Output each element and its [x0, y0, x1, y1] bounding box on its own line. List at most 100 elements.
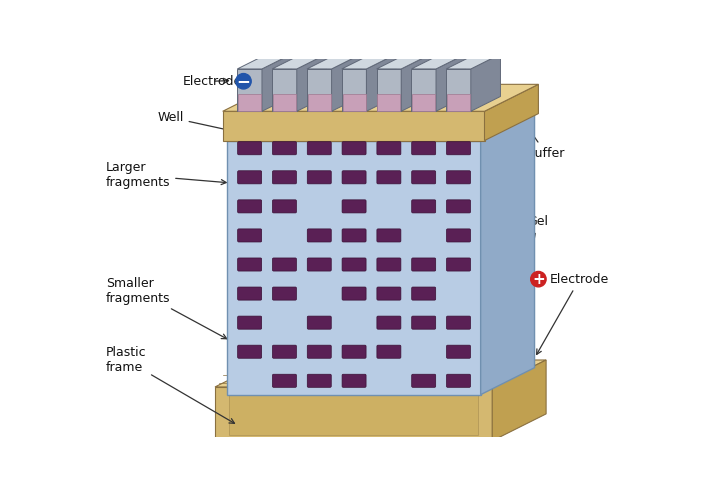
Polygon shape	[238, 94, 261, 110]
Polygon shape	[471, 54, 500, 111]
FancyBboxPatch shape	[272, 287, 297, 300]
FancyBboxPatch shape	[238, 345, 261, 358]
FancyBboxPatch shape	[377, 316, 401, 329]
FancyBboxPatch shape	[377, 258, 401, 271]
FancyBboxPatch shape	[342, 258, 366, 271]
FancyBboxPatch shape	[377, 142, 401, 155]
Polygon shape	[377, 69, 401, 111]
Text: +: +	[532, 272, 545, 287]
Polygon shape	[485, 84, 539, 140]
Polygon shape	[377, 54, 431, 69]
FancyBboxPatch shape	[272, 374, 297, 387]
Polygon shape	[446, 54, 500, 69]
FancyBboxPatch shape	[446, 316, 470, 329]
Polygon shape	[436, 54, 466, 111]
FancyBboxPatch shape	[238, 287, 261, 300]
Text: Electrode: Electrode	[183, 75, 242, 88]
FancyBboxPatch shape	[412, 287, 436, 300]
Polygon shape	[446, 69, 471, 111]
FancyBboxPatch shape	[412, 374, 436, 387]
FancyBboxPatch shape	[342, 229, 366, 242]
FancyBboxPatch shape	[307, 345, 331, 358]
Text: Smaller
fragments: Smaller fragments	[106, 277, 227, 339]
FancyBboxPatch shape	[446, 258, 470, 271]
Polygon shape	[297, 54, 326, 111]
Text: Plastic
frame: Plastic frame	[106, 346, 235, 423]
FancyBboxPatch shape	[446, 229, 470, 242]
Circle shape	[235, 74, 251, 89]
Text: Larger
fragments: Larger fragments	[106, 161, 226, 189]
Text: Electrode: Electrode	[536, 273, 609, 355]
FancyBboxPatch shape	[377, 345, 401, 358]
Polygon shape	[412, 94, 436, 110]
FancyBboxPatch shape	[238, 258, 261, 271]
FancyBboxPatch shape	[446, 374, 470, 387]
Polygon shape	[227, 113, 534, 140]
FancyBboxPatch shape	[446, 200, 470, 213]
FancyBboxPatch shape	[377, 229, 401, 242]
Text: −: −	[237, 72, 251, 90]
Text: Buffer: Buffer	[526, 125, 565, 160]
FancyBboxPatch shape	[342, 287, 366, 300]
Polygon shape	[447, 94, 470, 110]
Text: Samples: Samples	[335, 70, 388, 83]
FancyBboxPatch shape	[307, 374, 331, 387]
FancyBboxPatch shape	[446, 142, 470, 155]
Polygon shape	[222, 84, 539, 111]
Polygon shape	[307, 69, 332, 111]
FancyBboxPatch shape	[307, 258, 331, 271]
Polygon shape	[272, 54, 326, 69]
FancyBboxPatch shape	[446, 171, 470, 184]
FancyBboxPatch shape	[307, 171, 331, 184]
FancyBboxPatch shape	[307, 142, 331, 155]
Circle shape	[531, 272, 546, 287]
FancyBboxPatch shape	[342, 374, 366, 387]
FancyBboxPatch shape	[272, 200, 297, 213]
Polygon shape	[229, 391, 478, 435]
Polygon shape	[238, 54, 292, 69]
Polygon shape	[342, 69, 366, 111]
Polygon shape	[215, 360, 546, 387]
FancyBboxPatch shape	[377, 171, 401, 184]
FancyBboxPatch shape	[238, 142, 261, 155]
Polygon shape	[262, 54, 292, 111]
FancyBboxPatch shape	[412, 171, 436, 184]
FancyBboxPatch shape	[412, 142, 436, 155]
FancyBboxPatch shape	[342, 142, 366, 155]
Polygon shape	[307, 54, 361, 69]
FancyBboxPatch shape	[412, 258, 436, 271]
Polygon shape	[273, 94, 296, 110]
FancyBboxPatch shape	[238, 200, 261, 213]
FancyBboxPatch shape	[342, 171, 366, 184]
Text: Well: Well	[157, 111, 237, 134]
FancyBboxPatch shape	[412, 316, 436, 329]
Polygon shape	[366, 54, 396, 111]
FancyBboxPatch shape	[238, 171, 261, 184]
FancyBboxPatch shape	[377, 287, 401, 300]
Polygon shape	[481, 113, 534, 395]
Polygon shape	[342, 54, 396, 69]
Polygon shape	[227, 140, 481, 395]
FancyBboxPatch shape	[412, 200, 436, 213]
Polygon shape	[377, 94, 400, 110]
Polygon shape	[222, 111, 485, 140]
Polygon shape	[238, 69, 262, 111]
Polygon shape	[343, 94, 366, 110]
Polygon shape	[492, 360, 546, 441]
FancyBboxPatch shape	[238, 316, 261, 329]
FancyBboxPatch shape	[307, 316, 331, 329]
FancyBboxPatch shape	[272, 142, 297, 155]
Polygon shape	[411, 54, 466, 69]
FancyBboxPatch shape	[272, 345, 297, 358]
Polygon shape	[307, 94, 330, 110]
FancyBboxPatch shape	[272, 258, 297, 271]
FancyBboxPatch shape	[307, 229, 331, 242]
Text: Gel: Gel	[527, 215, 548, 264]
FancyBboxPatch shape	[342, 200, 366, 213]
Polygon shape	[332, 54, 361, 111]
FancyBboxPatch shape	[238, 229, 261, 242]
Polygon shape	[411, 69, 436, 111]
FancyBboxPatch shape	[272, 171, 297, 184]
Polygon shape	[272, 69, 297, 111]
FancyBboxPatch shape	[446, 345, 470, 358]
